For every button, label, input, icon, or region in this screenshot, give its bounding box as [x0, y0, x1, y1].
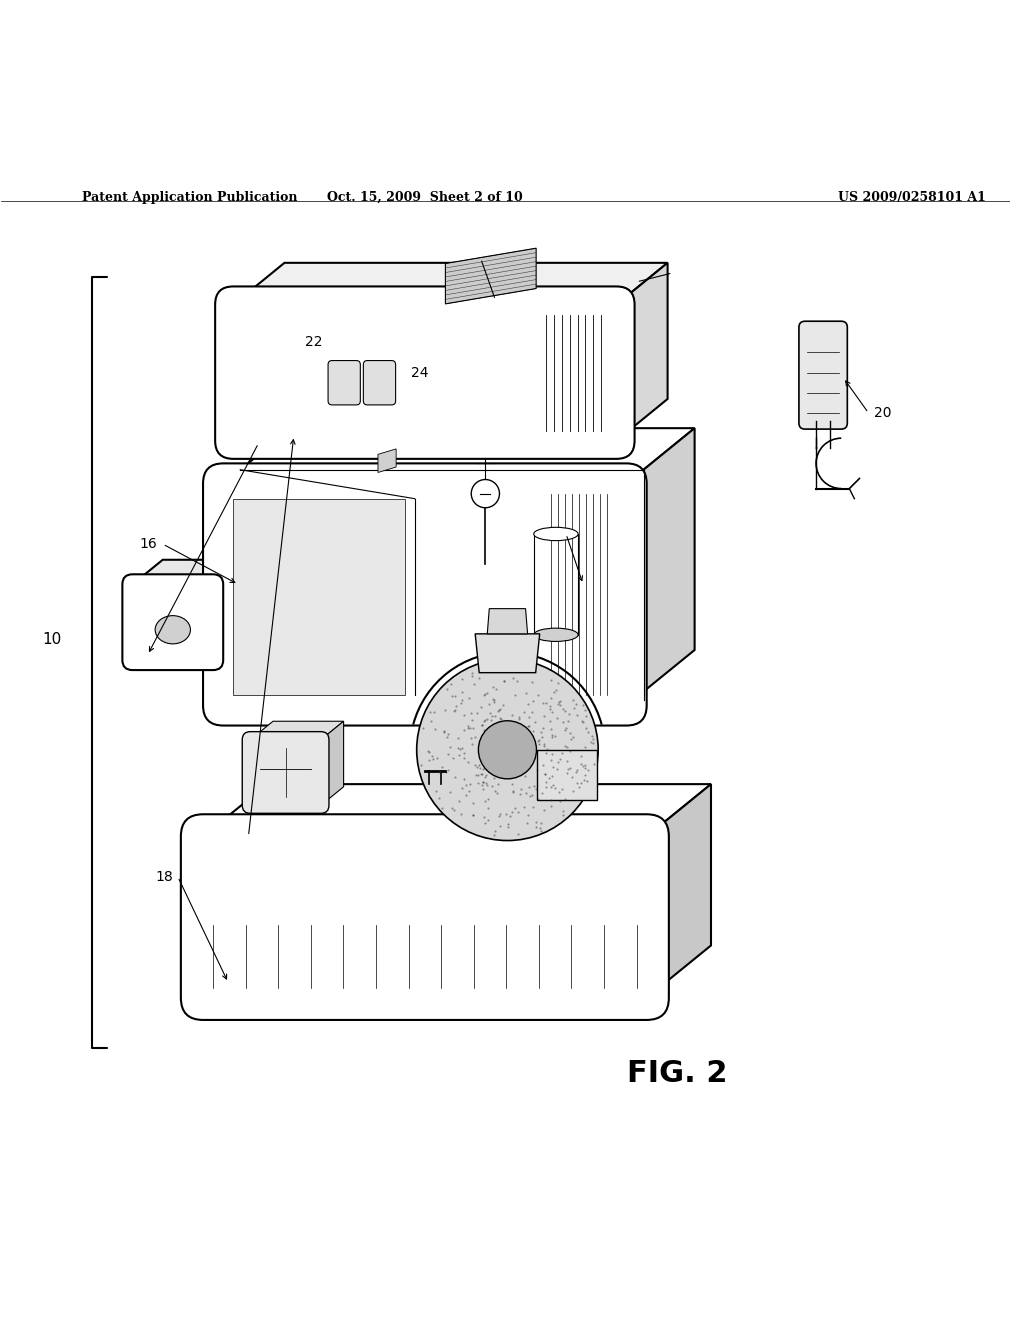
Polygon shape: [233, 263, 668, 305]
Polygon shape: [647, 784, 711, 998]
Circle shape: [478, 721, 537, 779]
Polygon shape: [233, 499, 404, 696]
Text: 76: 76: [244, 436, 261, 450]
Text: 18: 18: [155, 870, 173, 884]
FancyBboxPatch shape: [799, 321, 847, 429]
Polygon shape: [627, 428, 694, 705]
FancyBboxPatch shape: [203, 463, 647, 726]
Polygon shape: [321, 721, 344, 805]
Ellipse shape: [534, 527, 579, 541]
Text: 40: 40: [571, 527, 589, 541]
Polygon shape: [223, 428, 694, 483]
Polygon shape: [250, 721, 344, 739]
FancyBboxPatch shape: [328, 360, 360, 405]
Polygon shape: [616, 263, 668, 441]
Circle shape: [417, 659, 598, 841]
Polygon shape: [487, 609, 527, 634]
Text: US 2009/0258101 A1: US 2009/0258101 A1: [839, 191, 986, 205]
Text: 10: 10: [43, 632, 61, 647]
Text: 26: 26: [501, 293, 518, 308]
Text: 12: 12: [642, 275, 659, 289]
FancyBboxPatch shape: [181, 814, 669, 1020]
Text: 20: 20: [873, 407, 891, 420]
Text: FIG. 2: FIG. 2: [627, 1059, 727, 1088]
Ellipse shape: [534, 628, 579, 642]
Polygon shape: [475, 634, 540, 673]
Text: 24: 24: [411, 366, 429, 380]
Polygon shape: [213, 560, 244, 660]
Polygon shape: [132, 560, 244, 585]
Polygon shape: [378, 449, 396, 473]
Text: 14: 14: [228, 834, 246, 849]
Text: 16: 16: [140, 537, 158, 550]
FancyBboxPatch shape: [123, 574, 223, 671]
FancyBboxPatch shape: [364, 360, 395, 405]
Circle shape: [471, 479, 500, 508]
Polygon shape: [203, 784, 711, 837]
Text: Patent Application Publication: Patent Application Publication: [82, 191, 298, 205]
Ellipse shape: [156, 615, 190, 644]
FancyBboxPatch shape: [215, 286, 635, 459]
Text: 22: 22: [305, 335, 323, 350]
FancyBboxPatch shape: [243, 731, 329, 813]
Polygon shape: [445, 248, 537, 304]
Text: Oct. 15, 2009  Sheet 2 of 10: Oct. 15, 2009 Sheet 2 of 10: [327, 191, 522, 205]
Polygon shape: [537, 750, 597, 800]
